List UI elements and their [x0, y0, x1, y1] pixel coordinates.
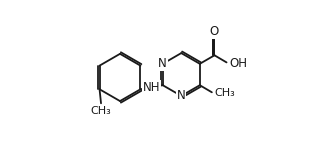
Text: NH: NH: [143, 81, 161, 94]
Text: O: O: [210, 25, 219, 38]
Text: CH₃: CH₃: [90, 106, 111, 116]
Text: N: N: [159, 57, 167, 70]
Text: CH₃: CH₃: [215, 88, 235, 98]
Text: N: N: [177, 89, 185, 102]
Text: OH: OH: [229, 57, 247, 70]
